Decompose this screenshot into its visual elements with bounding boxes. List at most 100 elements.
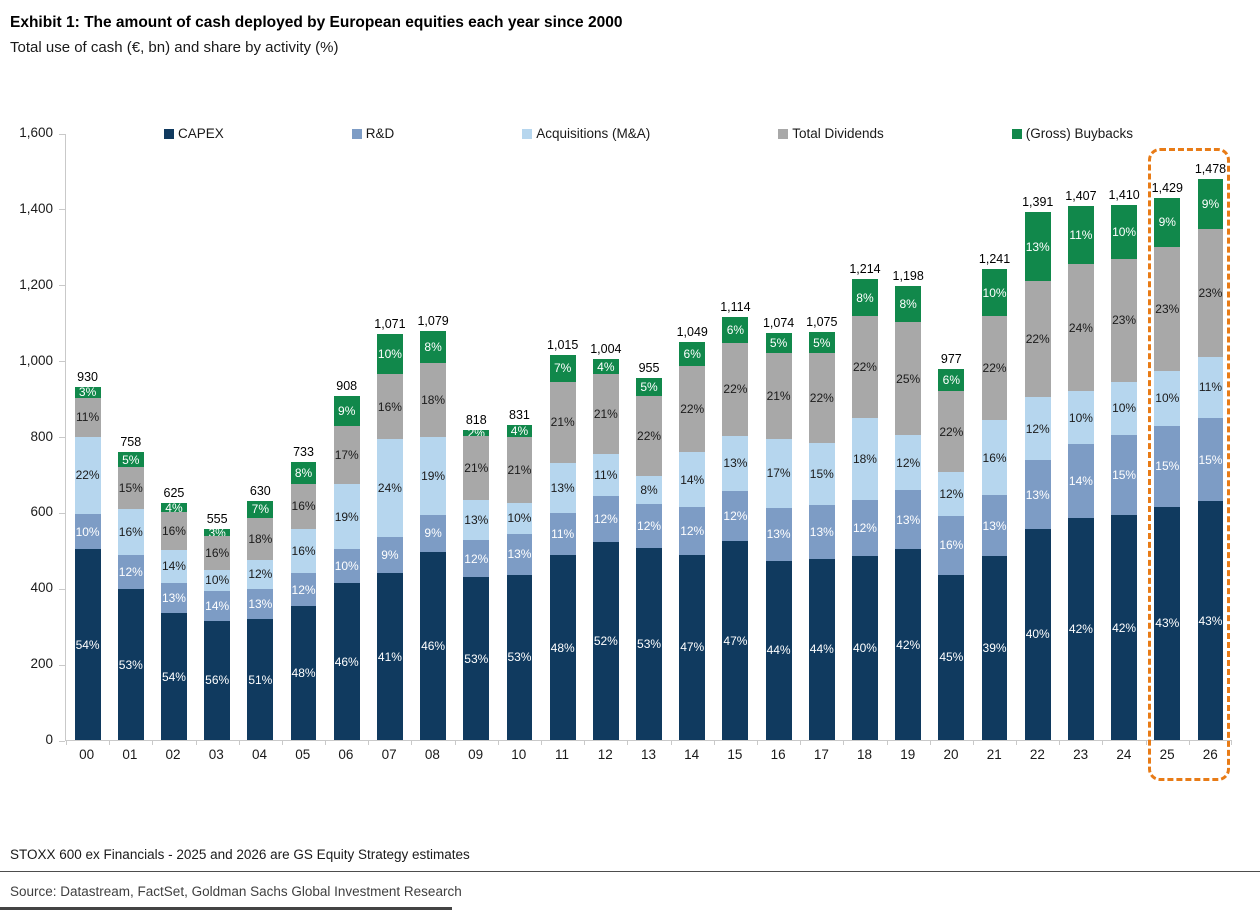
bar-stack: 5% 21% 17% 13% 44%: [765, 332, 792, 740]
x-tick-mark: [195, 741, 197, 745]
segment-acquisitions-m-a: 12%: [1024, 396, 1051, 461]
bar-total-label: 977: [940, 352, 962, 367]
bar-stack: 8% 22% 18% 12% 40%: [852, 279, 878, 740]
segment-percent-label: 51%: [248, 672, 273, 687]
x-axis-label-08: 08: [424, 747, 440, 762]
segment-percent-label: 13%: [723, 456, 748, 471]
segment-r-d: 13%: [895, 490, 922, 550]
segment-r-d: 12%: [852, 500, 878, 556]
x-tick-mark: [1016, 741, 1018, 745]
bar-total-label: 818: [465, 412, 487, 427]
bar-stack: 5% 22% 8% 12% 53%: [636, 377, 662, 740]
segment-percent-label: 13%: [809, 524, 834, 539]
segment-capex: 39%: [981, 556, 1008, 740]
segment-r-d: 15%: [1197, 418, 1224, 502]
segment-gross-buybacks: 10%: [376, 333, 403, 375]
segment-total-dividends: 18%: [247, 517, 274, 561]
bar-column-11: 1,015 7% 21% 13% 11% 48%: [541, 134, 584, 740]
segment-r-d: 11%: [549, 512, 576, 556]
segment-capex: 46%: [333, 583, 360, 740]
segment-percent-label: 13%: [1025, 239, 1050, 254]
bar-stack: 2% 21% 13% 12% 53%: [463, 427, 490, 740]
segment-gross-buybacks: 5%: [765, 332, 792, 353]
x-axis-label-24: 24: [1116, 747, 1132, 762]
x-tick-mark: [1059, 741, 1061, 745]
segment-gross-buybacks: 4%: [592, 359, 619, 375]
segment-percent-label: 12%: [118, 564, 143, 579]
bar-total-label: 758: [120, 435, 142, 450]
segment-percent-label: 22%: [852, 359, 877, 374]
segment-gross-buybacks: 4%: [161, 502, 187, 514]
x-axis-labels: 00 01 02 03 04 05 06 07 08 09 10 11 12 13 14 15 16 17 18 19…: [65, 747, 1232, 769]
x-axis-label-11: 11: [555, 747, 570, 762]
segment-r-d: 10%: [74, 514, 101, 550]
segment-acquisitions-m-a: 10%: [204, 569, 231, 592]
segment-capex: 47%: [722, 541, 749, 740]
segment-gross-buybacks: 9%: [1154, 197, 1181, 247]
segment-r-d: 12%: [463, 540, 490, 578]
segment-r-d: 12%: [117, 554, 144, 590]
segment-total-dividends: 16%: [290, 484, 317, 529]
x-axis-label-17: 17: [813, 747, 829, 762]
segment-percent-label: 15%: [1198, 452, 1223, 467]
segment-r-d: 16%: [938, 516, 965, 575]
segment-acquisitions-m-a: 19%: [420, 437, 447, 515]
segment-acquisitions-m-a: 11%: [592, 454, 619, 497]
bar-column-25: 1,429 9% 23% 10% 15% 43%: [1146, 134, 1189, 740]
segment-percent-label: 4%: [597, 359, 615, 374]
segment-percent-label: 25%: [896, 371, 921, 386]
x-tick-mark: [66, 741, 67, 745]
bar-stack: 10% 23% 10% 15% 42%: [1111, 205, 1138, 740]
x-tick-mark: [281, 741, 283, 745]
segment-capex: 43%: [1197, 501, 1224, 740]
x-tick-mark: [1102, 741, 1104, 745]
bar-stack: 10% 16% 24% 9% 41%: [376, 333, 403, 740]
segment-percent-label: 42%: [1068, 621, 1093, 636]
segment-percent-label: 53%: [118, 657, 143, 672]
segment-gross-buybacks: 11%: [1067, 206, 1094, 265]
segment-percent-label: 39%: [982, 641, 1007, 656]
legend-item-total-dividends: Total Dividends: [778, 126, 884, 141]
segment-percent-label: 5%: [769, 335, 788, 350]
x-tick-mark: [843, 741, 845, 745]
segment-percent-label: 13%: [248, 596, 273, 611]
segment-percent-label: 21%: [766, 388, 791, 403]
segment-r-d: 9%: [420, 514, 447, 552]
segment-capex: 46%: [420, 551, 447, 740]
segment-percent-label: 13%: [766, 527, 791, 542]
y-tick-mark: [59, 740, 65, 742]
segment-percent-label: 8%: [856, 290, 874, 305]
legend-swatch-icon: [351, 128, 362, 139]
segment-total-dividends: 23%: [1111, 258, 1138, 382]
y-tick-label: 1,000: [19, 352, 53, 368]
bar-total-label: 555: [206, 512, 228, 527]
bar-stack: 11% 24% 10% 14% 42%: [1067, 206, 1094, 740]
bar-column-24: 1,410 10% 23% 10% 15% 42%: [1103, 134, 1146, 740]
x-tick-mark: [1188, 741, 1190, 745]
segment-capex: 47%: [679, 554, 706, 740]
x-tick-mark: [1145, 741, 1147, 745]
segment-acquisitions-m-a: 13%: [722, 435, 749, 491]
bar-stack: 3% 11% 22% 10% 54%: [74, 386, 101, 740]
segment-total-dividends: 16%: [161, 512, 187, 550]
legend-label: CAPEX: [178, 126, 224, 141]
segment-total-dividends: 21%: [592, 374, 619, 455]
segment-percent-label: 44%: [766, 643, 791, 658]
segment-percent-label: 9%: [338, 403, 356, 418]
segment-percent-label: 18%: [421, 393, 446, 408]
segment-percent-label: 17%: [766, 466, 791, 481]
x-axis-label-18: 18: [857, 747, 873, 762]
segment-percent-label: 16%: [291, 543, 316, 558]
y-tick-label: 600: [30, 504, 53, 520]
segment-percent-label: 21%: [593, 407, 618, 422]
segment-percent-label: 13%: [1025, 487, 1050, 502]
bar-total-label: 1,114: [720, 300, 751, 315]
segment-total-dividends: 22%: [1024, 280, 1051, 397]
segment-percent-label: 16%: [205, 545, 230, 560]
segment-percent-label: 19%: [334, 509, 359, 524]
segment-percent-label: 43%: [1155, 616, 1180, 631]
x-axis-label-02: 02: [165, 747, 181, 762]
bar-column-23: 1,407 11% 24% 10% 14% 42%: [1059, 134, 1102, 740]
segment-percent-label: 52%: [593, 633, 618, 648]
segment-percent-label: 13%: [161, 590, 186, 605]
